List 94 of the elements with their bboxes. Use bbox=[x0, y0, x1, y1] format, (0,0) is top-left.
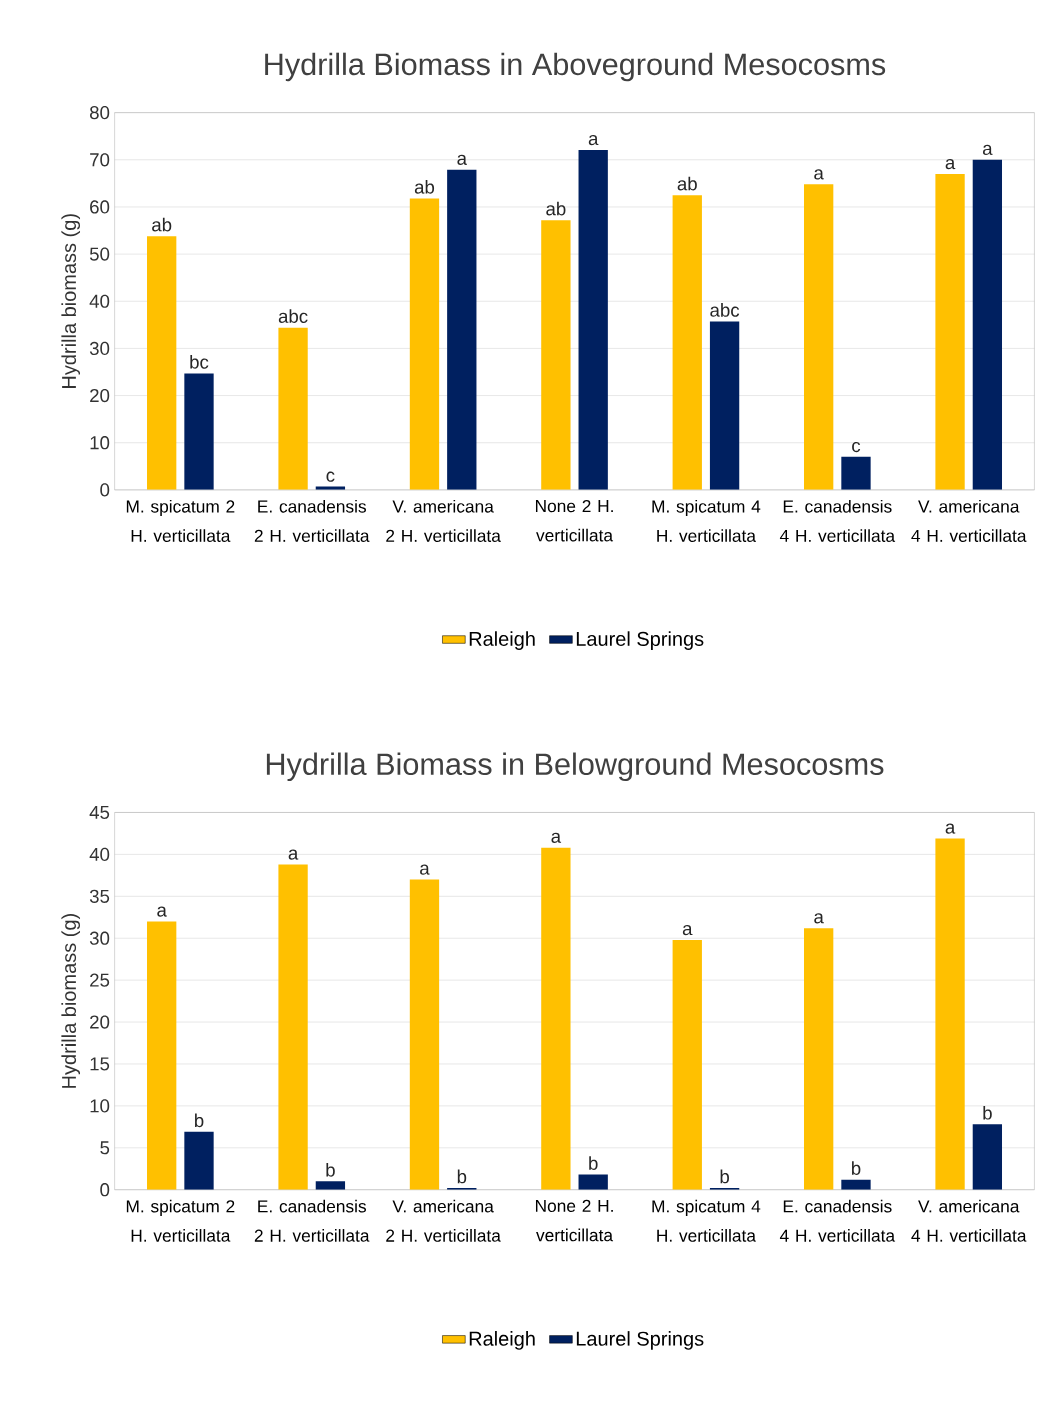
data-label: a bbox=[682, 924, 693, 936]
x-tick-label: M. spicatum 2 H. verticillata bbox=[126, 1199, 235, 1242]
data-label: ab bbox=[151, 217, 172, 232]
data-label: b bbox=[457, 1169, 466, 1184]
bar bbox=[184, 1131, 214, 1190]
x-tick-label: None 2 H. verticillata bbox=[535, 1199, 613, 1242]
bar bbox=[972, 159, 1002, 490]
data-label: ab bbox=[546, 201, 566, 216]
data-label: b bbox=[194, 1113, 204, 1128]
y-tick-label: 50 bbox=[89, 247, 109, 261]
x-tick-label: V. americana 2 H. verticillata bbox=[386, 499, 501, 542]
data-label: ab bbox=[677, 176, 697, 191]
data-label: a bbox=[945, 823, 956, 834]
x-tick-label: V. americana 2 H. verticillata bbox=[386, 1199, 501, 1242]
x-tick-label: M. spicatum 4 H. verticillata bbox=[652, 1199, 761, 1242]
y-tick-label: 60 bbox=[89, 200, 109, 214]
y-tick-label: 40 bbox=[89, 294, 109, 308]
y-axis-title: Hydrilla biomass (g) bbox=[61, 214, 80, 388]
x-tick-label: M. spicatum 4 H. verticillata bbox=[652, 499, 761, 542]
x-tick-label: E. canadensis 2 H. verticillata bbox=[254, 1199, 370, 1242]
bar bbox=[409, 198, 439, 490]
bar bbox=[541, 220, 571, 490]
data-label: c bbox=[851, 441, 860, 453]
bar bbox=[446, 169, 477, 490]
x-tick-label: E. canadensis 2 H. verticillata bbox=[254, 499, 370, 542]
bar bbox=[578, 1174, 608, 1190]
y-tick-label: 10 bbox=[90, 1099, 109, 1113]
data-label: a bbox=[982, 144, 993, 156]
data-label: a bbox=[814, 169, 824, 180]
y-tick-label: 20 bbox=[89, 1015, 109, 1029]
legend-label: Laurel Springs bbox=[576, 1331, 704, 1350]
x-tick-label: V. americana 4 H. verticillata bbox=[911, 1199, 1027, 1242]
legend-label: Raleigh bbox=[469, 1331, 535, 1350]
bar bbox=[803, 928, 834, 1190]
bar bbox=[972, 1124, 1002, 1190]
y-tick-label: 5 bbox=[100, 1141, 109, 1155]
data-label: a bbox=[551, 832, 561, 843]
data-label: c bbox=[326, 471, 335, 482]
data-label: b bbox=[720, 1169, 729, 1184]
y-tick-label: 0 bbox=[100, 1183, 110, 1197]
y-tick-label: 80 bbox=[89, 106, 109, 120]
bar bbox=[541, 847, 571, 1190]
data-label: abc bbox=[278, 309, 308, 323]
x-tick-label: M. spicatum 2 H. verticillata bbox=[126, 499, 235, 542]
data-label: abc bbox=[710, 303, 739, 317]
data-label: bc bbox=[190, 354, 209, 369]
bar bbox=[315, 1181, 345, 1190]
data-label: ab bbox=[414, 180, 434, 194]
legend-label: Raleigh bbox=[469, 631, 535, 650]
x-tick-label: E. canadensis 4 H. verticillata bbox=[779, 499, 895, 542]
bar bbox=[672, 939, 702, 1190]
data-label: a bbox=[814, 913, 824, 924]
data-label: a bbox=[457, 154, 467, 165]
bar bbox=[278, 327, 308, 490]
bar bbox=[409, 879, 439, 1190]
bar bbox=[841, 1179, 871, 1190]
y-tick-label: 10 bbox=[90, 436, 109, 450]
y-axis-title: Hydrilla biomass (g) bbox=[61, 914, 80, 1088]
data-label: b bbox=[851, 1161, 861, 1175]
y-tick-label: 45 bbox=[89, 805, 109, 819]
chart-title: Hydrilla Biomass in Belowground Mesocosms bbox=[266, 752, 884, 782]
bar bbox=[184, 373, 214, 490]
bar bbox=[146, 921, 177, 1190]
data-label: b bbox=[589, 1156, 598, 1170]
y-tick-label: 0 bbox=[100, 483, 110, 497]
bar bbox=[709, 321, 740, 490]
y-tick-label: 30 bbox=[89, 341, 109, 356]
y-tick-label: 70 bbox=[89, 153, 109, 167]
y-tick-label: 30 bbox=[89, 931, 109, 945]
data-label: b bbox=[983, 1105, 992, 1120]
y-tick-label: 20 bbox=[89, 388, 109, 403]
y-tick-label: 40 bbox=[89, 847, 109, 861]
bar bbox=[935, 173, 965, 490]
x-tick-label: E. canadensis 4 H. verticillata bbox=[779, 1199, 895, 1242]
bar bbox=[578, 149, 608, 490]
legend-label: Laurel Springs bbox=[576, 631, 704, 650]
data-label: a bbox=[588, 134, 599, 146]
y-tick-label: 35 bbox=[89, 889, 109, 903]
data-label: a bbox=[945, 158, 956, 170]
chart-title: Hydrilla Biomass in Aboveground Mesocosms bbox=[265, 52, 885, 82]
data-label: a bbox=[419, 864, 430, 875]
bar bbox=[278, 864, 308, 1190]
x-tick-label: V. americana 4 H. verticillata bbox=[911, 499, 1027, 542]
data-label: b bbox=[326, 1162, 335, 1177]
y-tick-label: 15 bbox=[90, 1057, 109, 1071]
data-label: a bbox=[157, 906, 167, 917]
bar bbox=[803, 184, 834, 490]
x-tick-label: None 2 H. verticillata bbox=[535, 499, 613, 542]
bar bbox=[672, 195, 702, 490]
data-label: a bbox=[288, 849, 299, 860]
bar bbox=[935, 838, 965, 1190]
y-tick-label: 25 bbox=[89, 973, 109, 987]
bar bbox=[841, 456, 871, 490]
bar bbox=[146, 236, 177, 490]
